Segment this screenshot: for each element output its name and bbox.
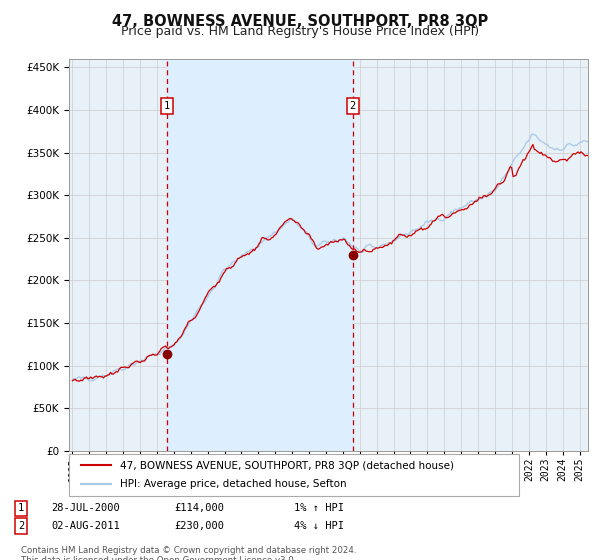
Text: 1% ↑ HPI: 1% ↑ HPI: [294, 503, 344, 514]
Text: £114,000: £114,000: [174, 503, 224, 514]
Text: 28-JUL-2000: 28-JUL-2000: [51, 503, 120, 514]
Text: 2: 2: [18, 521, 24, 531]
Text: £230,000: £230,000: [174, 521, 224, 531]
Text: 47, BOWNESS AVENUE, SOUTHPORT, PR8 3QP: 47, BOWNESS AVENUE, SOUTHPORT, PR8 3QP: [112, 14, 488, 29]
Text: Contains HM Land Registry data © Crown copyright and database right 2024.
This d: Contains HM Land Registry data © Crown c…: [21, 546, 356, 560]
Text: 4% ↓ HPI: 4% ↓ HPI: [294, 521, 344, 531]
Text: Price paid vs. HM Land Registry's House Price Index (HPI): Price paid vs. HM Land Registry's House …: [121, 25, 479, 38]
Text: HPI: Average price, detached house, Sefton: HPI: Average price, detached house, Seft…: [120, 479, 347, 489]
Text: 1: 1: [164, 101, 170, 111]
Text: 2: 2: [350, 101, 356, 111]
Text: 1: 1: [18, 503, 24, 514]
Text: 02-AUG-2011: 02-AUG-2011: [51, 521, 120, 531]
Text: 47, BOWNESS AVENUE, SOUTHPORT, PR8 3QP (detached house): 47, BOWNESS AVENUE, SOUTHPORT, PR8 3QP (…: [120, 460, 454, 470]
Bar: [167, 59, 353, 451]
